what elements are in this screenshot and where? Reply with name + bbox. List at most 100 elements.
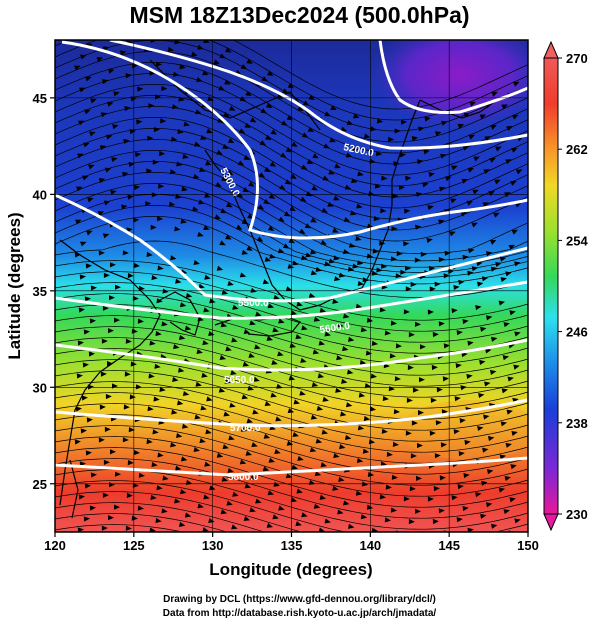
vector-arrowhead (355, 490, 363, 496)
vector-arrowhead (102, 233, 110, 239)
vector-arrowhead (243, 154, 250, 161)
vector-arrowhead (152, 159, 159, 165)
vector-arrowhead (296, 301, 303, 307)
vector-arrowhead (456, 330, 463, 336)
vector-arrowhead (74, 439, 81, 445)
vector-arrowhead (137, 505, 144, 511)
colorbar-label: 238 (566, 416, 588, 431)
vector-arrowhead (418, 377, 425, 383)
vector-arrowhead (291, 464, 298, 470)
vector-arrowhead (503, 509, 510, 515)
vector-arrowhead (399, 152, 407, 158)
vector-arrowhead (343, 313, 350, 319)
vector-arrowhead (251, 442, 258, 448)
vector-arrowhead (389, 573, 395, 579)
vector-arrowhead (485, 534, 492, 540)
vector-arrowhead (90, 285, 97, 291)
vector-arrowhead (329, 137, 336, 143)
vector-arrowhead (409, 486, 416, 492)
vector-arrowhead (356, 457, 364, 464)
vector-arrowhead (108, 482, 115, 488)
streamline (55, 161, 528, 254)
vector-arrowhead (74, 65, 81, 71)
vector-arrowhead (238, 128, 246, 134)
vector-arrowhead (74, 252, 81, 258)
vector-arrowhead (191, 51, 198, 57)
vector-arrowhead (138, 472, 145, 478)
vector-arrowhead (250, 474, 257, 480)
vector-arrowhead (324, 111, 331, 117)
vector-arrowhead (317, 373, 325, 379)
vector-arrowhead (505, 442, 512, 448)
colorbar-max-arrow (543, 40, 559, 59)
vector-arrowhead (206, 396, 213, 402)
vector-arrowhead (337, 509, 344, 515)
vector-arrowhead (275, 416, 282, 422)
colorbar-min-arrow (543, 513, 559, 532)
vector-arrowhead (490, 336, 498, 342)
vector-arrowhead (99, 404, 106, 410)
vector-arrowhead (239, 272, 247, 278)
vector-arrowhead (219, 354, 227, 361)
vector-arrowhead (228, 435, 235, 441)
vector-arrowhead (363, 415, 371, 422)
vector-arrowhead (281, 120, 288, 126)
x-tick-label: 150 (517, 538, 539, 553)
vector-arrowhead (296, 488, 303, 494)
vector-arrowhead (482, 447, 489, 453)
vector-arrowhead (224, 378, 231, 384)
vector-arrowhead (390, 320, 397, 326)
colorbar: 270 262 254 246 238 230 (543, 40, 588, 532)
vector-arrowhead (243, 549, 250, 556)
vector-arrowhead (196, 77, 203, 82)
vector-arrowhead (509, 497, 516, 503)
vector-arrowhead (102, 492, 109, 498)
vector-arrowhead (324, 331, 331, 337)
vector-arrowhead (170, 442, 177, 448)
vector-arrowhead (426, 237, 433, 244)
vector-arrowhead (414, 542, 420, 547)
vector-arrowhead (170, 255, 177, 261)
vector-arrowhead (434, 281, 441, 287)
vector-arrowhead (491, 91, 498, 97)
vector-arrowhead (219, 240, 226, 246)
vector-arrowhead (300, 164, 308, 170)
vector-arrowhead (265, 134, 272, 141)
vector-arrowhead (75, 406, 82, 412)
vector-arrowhead (370, 373, 378, 379)
vector-arrowhead (290, 173, 297, 180)
streamline (55, 370, 528, 431)
vector-arrowhead (435, 420, 442, 426)
streamline (55, 315, 528, 376)
vector-arrowhead (466, 373, 473, 379)
vector-arrowhead (380, 208, 387, 214)
streamline (55, 150, 528, 242)
vector-arrowhead (443, 563, 449, 569)
vector-arrowhead (150, 494, 157, 500)
vector-arrowhead (148, 103, 155, 109)
vector-arrowhead (336, 542, 343, 548)
vector-arrowhead (427, 205, 434, 211)
vector-arrowhead (151, 275, 158, 281)
vector-arrowhead (216, 265, 224, 271)
streamline (55, 392, 528, 453)
colorbar-label: 230 (566, 507, 588, 522)
vector-arrowhead (314, 471, 322, 477)
vector-arrowhead (319, 494, 327, 500)
vector-arrowhead (403, 496, 410, 502)
streamline (55, 458, 528, 519)
vector-arrowhead (490, 556, 497, 562)
vector-arrowhead (467, 340, 474, 346)
vector-arrowhead (335, 387, 342, 393)
vector-arrowhead (339, 444, 346, 450)
vector-arrowhead (260, 108, 267, 114)
vector-arrowhead (458, 279, 465, 285)
vector-arrowhead (340, 126, 348, 132)
vector-arrowhead (290, 310, 298, 316)
vector-arrowhead (466, 560, 473, 566)
vector-arrowhead (246, 245, 253, 251)
vector-arrowhead (424, 116, 431, 122)
vector-arrowhead (363, 133, 371, 139)
vector-arrowhead (155, 61, 162, 67)
streamline (55, 40, 528, 132)
